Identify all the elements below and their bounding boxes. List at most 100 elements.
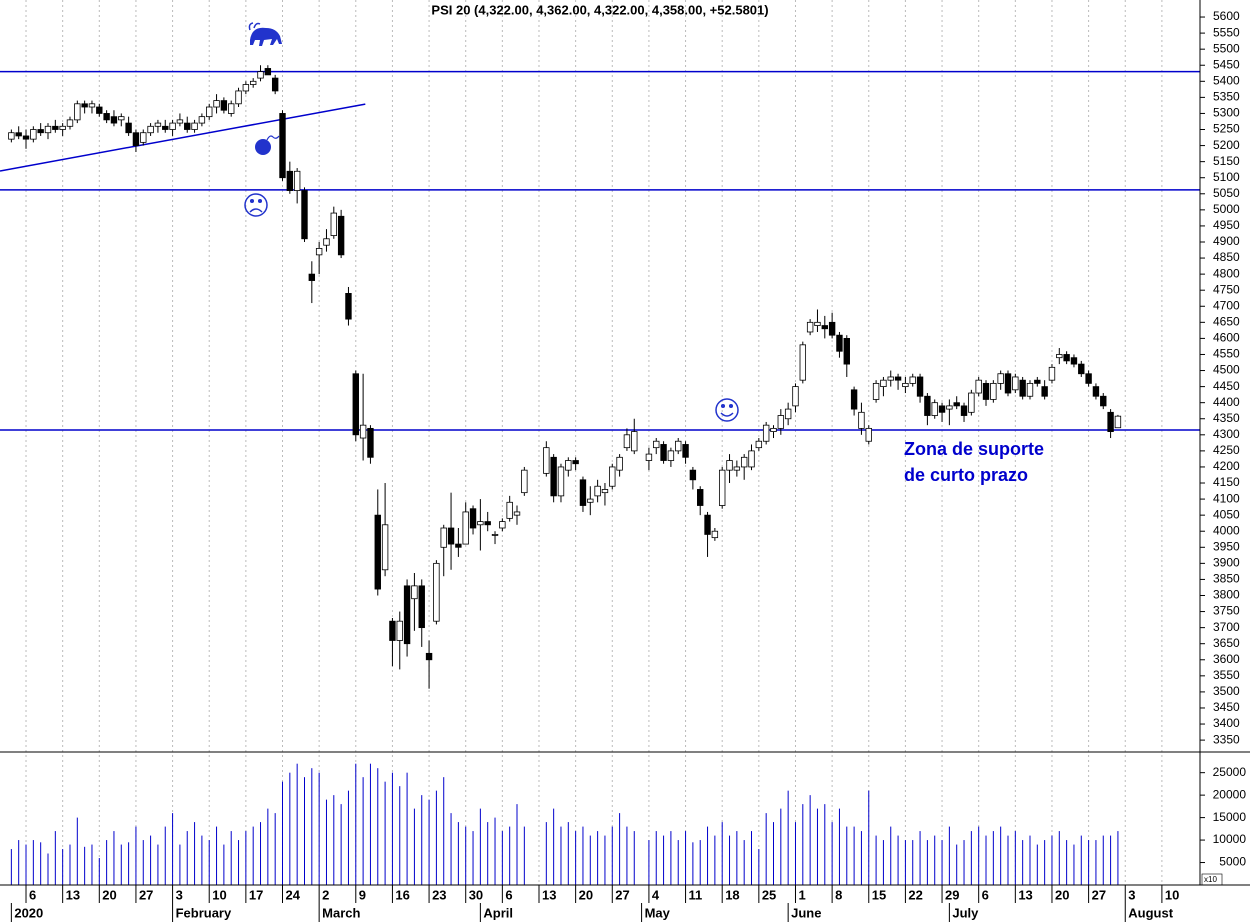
candle-body <box>301 190 308 240</box>
candle-body <box>235 90 242 105</box>
candle-body <box>579 479 587 506</box>
x-tick-label: 6 <box>505 887 512 902</box>
candle-body <box>521 469 528 494</box>
candle-body <box>623 434 631 449</box>
candle-body <box>887 376 894 381</box>
candle-body <box>403 585 411 645</box>
candle-body <box>718 469 726 506</box>
x-tick-label: 15 <box>872 887 886 902</box>
y-tick-label: 4150 <box>1213 475 1240 489</box>
plot-area <box>0 65 1200 885</box>
candle-body <box>206 106 213 118</box>
y-tick-label: 5600 <box>1213 9 1240 23</box>
y-tick-label: 4050 <box>1213 507 1240 521</box>
x-tick-label: 16 <box>395 887 409 902</box>
candle-body <box>389 620 396 641</box>
y-tick-label: 3750 <box>1213 604 1240 618</box>
candle-body <box>374 514 381 590</box>
x-tick-label: 18 <box>725 887 739 902</box>
candle-body <box>88 103 96 108</box>
y-tick-label: 4850 <box>1213 250 1240 264</box>
candle-body <box>30 129 37 140</box>
candle-body <box>323 238 330 246</box>
volume-tick-label: 15000 <box>1213 810 1247 824</box>
x-tick-label: 3 <box>1128 887 1135 902</box>
candle-body <box>59 125 66 130</box>
candle-body <box>293 170 301 191</box>
candle-body <box>418 585 425 629</box>
candle-body <box>52 125 59 130</box>
month-label: March <box>322 905 360 920</box>
x-tick-label: 2 <box>322 887 329 902</box>
y-tick-label: 4550 <box>1213 347 1240 361</box>
candle-body <box>491 534 499 536</box>
x-tick-label: 17 <box>249 887 263 902</box>
candle-body <box>916 376 924 397</box>
y-tick-label: 3600 <box>1213 652 1240 666</box>
candle-body <box>1026 382 1034 397</box>
candle-body <box>499 521 506 529</box>
candle-body <box>220 100 228 111</box>
candle-body <box>381 524 389 571</box>
candle-body <box>572 460 579 465</box>
candle-body <box>44 125 52 134</box>
x-tick-label: 13 <box>542 887 556 902</box>
y-tick-label: 4100 <box>1213 491 1240 505</box>
candle-body <box>162 125 169 130</box>
candle-body <box>308 273 316 281</box>
candle-body <box>1012 376 1019 391</box>
y-tick-label: 4500 <box>1213 363 1240 377</box>
candle-body <box>8 132 15 140</box>
x-tick-label: 8 <box>835 887 842 902</box>
x-tick-label: 30 <box>469 887 483 902</box>
candle-body <box>81 103 88 108</box>
candle-body <box>946 405 953 410</box>
candle-body <box>345 293 352 320</box>
candle-body <box>367 427 374 458</box>
y-tick-label: 4000 <box>1213 523 1240 537</box>
annotation: Zona de suporte <box>904 439 1044 459</box>
candle-body <box>682 444 689 458</box>
y-tick-label: 4200 <box>1213 459 1240 473</box>
x-tick-label: 29 <box>945 887 959 902</box>
candle-body <box>660 444 667 461</box>
candle-body <box>1070 357 1078 365</box>
candle-body <box>15 132 22 137</box>
candle-body <box>337 215 345 256</box>
candle-body <box>74 103 81 121</box>
candle-body <box>1092 386 1100 397</box>
candle-body <box>953 402 960 407</box>
candle-body <box>968 392 975 413</box>
month-label: April <box>483 905 513 920</box>
candle-body <box>938 405 946 413</box>
x-tick-label: 11 <box>689 887 703 902</box>
candle-body <box>22 135 30 140</box>
candle-body <box>176 119 184 124</box>
x-tick-label: 6 <box>29 887 36 902</box>
candle-body <box>271 77 279 92</box>
candle-body <box>784 408 792 420</box>
candle-body <box>154 122 162 127</box>
candle-body <box>118 116 125 121</box>
month-label: May <box>645 905 671 920</box>
y-tick-label: 3900 <box>1213 556 1240 570</box>
y-tick-label: 5300 <box>1213 106 1240 120</box>
x-tick-label: 25 <box>762 887 776 902</box>
candle-body <box>1100 395 1107 407</box>
candle-body <box>1004 373 1012 394</box>
smiley-icon <box>715 398 739 422</box>
month-label: 2020 <box>14 905 43 920</box>
month-label: February <box>176 905 232 920</box>
candle-body <box>609 466 616 487</box>
candle-body <box>440 527 447 548</box>
candle-body <box>843 337 850 365</box>
candle-body <box>103 113 110 121</box>
x-tick-label: 4 <box>652 887 660 902</box>
candle-body <box>96 106 103 114</box>
candle-body <box>279 113 286 179</box>
candle-body <box>433 562 440 622</box>
y-tick-label: 5150 <box>1213 154 1240 168</box>
x-tick-label: 23 <box>432 887 446 902</box>
volume-tick-label: 10000 <box>1213 832 1247 846</box>
